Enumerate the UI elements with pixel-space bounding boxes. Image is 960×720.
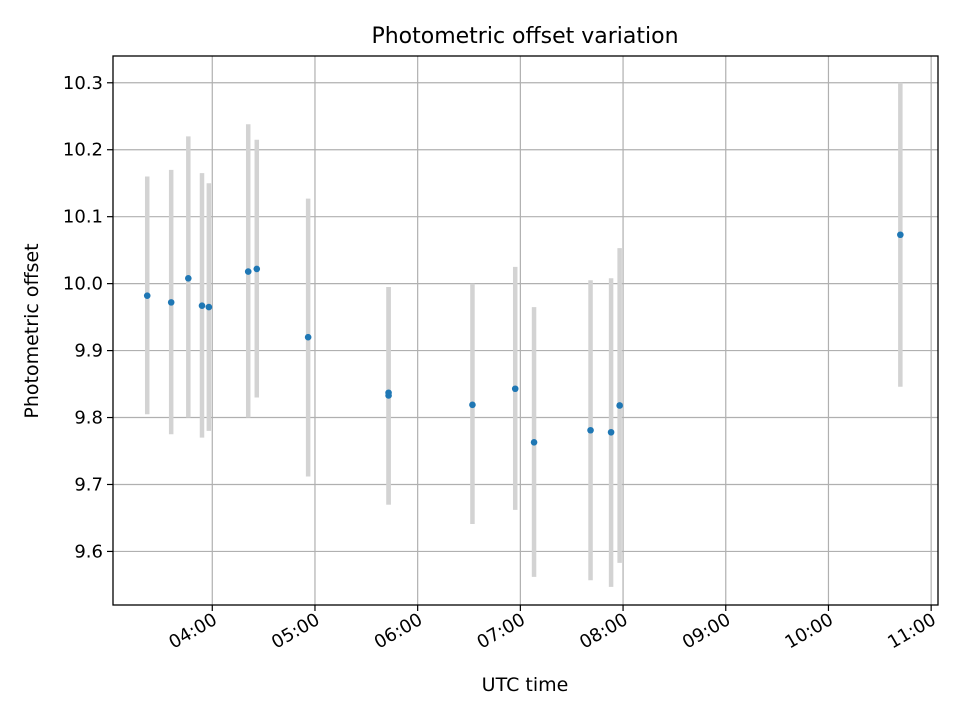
x-tick-label: 08:00 bbox=[576, 609, 631, 653]
data-point bbox=[511, 385, 519, 393]
x-axis-label: UTC time bbox=[482, 674, 569, 696]
y-tick-label: 10.0 bbox=[63, 274, 103, 295]
x-tick-label: 04:00 bbox=[165, 609, 220, 653]
data-point bbox=[198, 302, 206, 310]
data-point bbox=[205, 303, 213, 311]
y-tick-label: 9.7 bbox=[74, 474, 103, 495]
data-point bbox=[304, 333, 312, 341]
x-tick-label: 11:00 bbox=[884, 609, 939, 653]
data-point bbox=[143, 292, 151, 299]
grid bbox=[113, 56, 938, 605]
plot-frame bbox=[112, 55, 939, 606]
data-point bbox=[587, 426, 594, 434]
axis-ticks: 9.6 9.7 9.8 9.9 10.0 10.1 10.2 10.3 04:00 05:00 06… bbox=[63, 73, 940, 653]
x-tick-label: 05:00 bbox=[268, 609, 323, 653]
x-tick-label: 10:00 bbox=[782, 609, 837, 653]
data-point bbox=[385, 389, 392, 397]
data-points bbox=[143, 231, 904, 446]
data-point bbox=[185, 274, 192, 282]
data-point bbox=[607, 428, 615, 436]
x-tick-label: 06:00 bbox=[371, 609, 426, 653]
y-tick-label: 10.3 bbox=[63, 73, 103, 94]
data-point bbox=[616, 402, 623, 409]
x-tick-label: 09:00 bbox=[679, 609, 734, 653]
y-tick-label: 9.8 bbox=[74, 408, 103, 429]
y-tick-label: 10.2 bbox=[63, 140, 103, 161]
y-axis-label: Photometric offset bbox=[21, 243, 43, 418]
y-tick-label: 9.9 bbox=[74, 341, 103, 362]
y-tick-label: 9.6 bbox=[74, 541, 103, 562]
data-point bbox=[897, 231, 904, 239]
data-point bbox=[244, 268, 252, 275]
x-tick-label: 07:00 bbox=[473, 609, 528, 653]
error-bars bbox=[144, 82, 903, 587]
data-point bbox=[469, 401, 476, 409]
chart-title: Photometric offset variation bbox=[371, 24, 678, 49]
data-point bbox=[253, 265, 261, 273]
data-point bbox=[530, 439, 538, 446]
y-tick-label: 10.1 bbox=[63, 207, 103, 228]
data-point bbox=[167, 299, 175, 306]
